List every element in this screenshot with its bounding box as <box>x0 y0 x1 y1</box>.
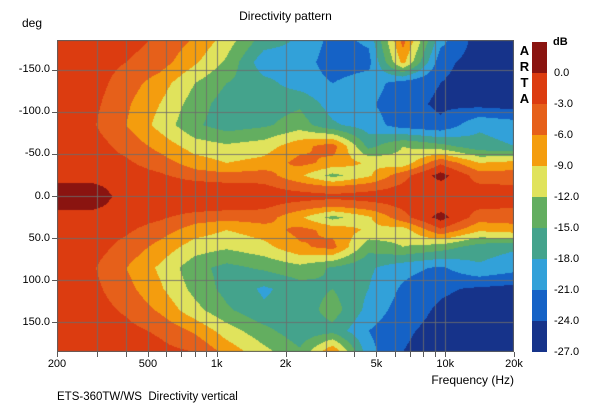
x-tick-mark <box>286 352 287 357</box>
colorbar-segment <box>532 290 547 321</box>
x-tick-mark <box>435 352 436 357</box>
x-tick-label: 1k <box>210 358 223 370</box>
colorbar-tick-label: -3.0 <box>554 97 573 110</box>
arta-logo-letter: A <box>519 43 530 58</box>
y-tick-mark <box>52 154 57 155</box>
y-tick-label: -150.0 <box>18 63 50 76</box>
y-tick-label: -50.0 <box>24 147 50 160</box>
colorbar-segment <box>532 321 547 352</box>
colorbar-tick-label: -12.0 <box>554 190 580 203</box>
x-tick-mark <box>376 352 377 357</box>
y-tick-mark <box>52 322 57 323</box>
y-tick-label: -100.0 <box>18 105 50 118</box>
colorbar-segment <box>532 259 547 290</box>
y-tick-mark <box>52 280 57 281</box>
colorbar-tick-label: -6.0 <box>554 128 573 141</box>
x-tick-mark <box>326 352 327 357</box>
x-tick-mark <box>410 352 411 357</box>
colorbar-tick-label: -24.0 <box>554 314 580 327</box>
colorbar-tick-label: -27.0 <box>554 345 580 358</box>
y-tick-mark <box>52 238 57 239</box>
y-tick-label: 0.0 <box>34 189 50 202</box>
x-tick-label: 2k <box>279 358 292 370</box>
y-tick-mark <box>52 70 57 71</box>
y-tick-mark <box>52 112 57 113</box>
x-tick-mark <box>148 352 149 357</box>
x-tick-mark <box>354 352 355 357</box>
x-tick-label: 200 <box>47 358 67 370</box>
colorbar-tick-label: -15.0 <box>554 221 580 234</box>
y-axis-unit-label: deg <box>22 16 43 30</box>
arta-logo-letter: T <box>520 75 529 90</box>
x-tick-mark <box>206 352 207 357</box>
directivity-heatmap <box>57 40 514 352</box>
x-tick-mark <box>97 352 98 357</box>
colorbar-tick-label: -21.0 <box>554 283 580 296</box>
colorbar-segment <box>532 166 547 197</box>
colorbar-segment <box>532 104 547 135</box>
colorbar-tick-label: -18.0 <box>554 252 580 265</box>
y-tick-label: 150.0 <box>22 315 50 328</box>
x-tick-mark <box>181 352 182 357</box>
x-tick-mark <box>514 352 515 357</box>
x-tick-mark <box>445 352 446 357</box>
x-tick-label: 5k <box>370 358 383 370</box>
x-axis-label: Frequency (Hz) <box>431 373 514 387</box>
x-tick-label: 500 <box>138 358 158 370</box>
heatmap-canvas <box>57 40 514 352</box>
colorbar-segment <box>532 197 547 228</box>
arta-logo-letter: A <box>519 91 530 106</box>
colorbar-segment <box>532 42 547 73</box>
colorbar-tick-label: 0.0 <box>554 66 570 79</box>
colorbar-unit-label: dB <box>553 36 568 48</box>
arta-logo-letter: R <box>519 59 530 74</box>
chart-title: Directivity pattern <box>239 9 332 23</box>
x-tick-mark <box>423 352 424 357</box>
x-tick-mark <box>395 352 396 357</box>
x-tick-label: 20k <box>505 358 523 370</box>
x-tick-mark <box>217 352 218 357</box>
colorbar-tick-label: -9.0 <box>554 159 573 172</box>
x-tick-label: 10k <box>436 358 455 370</box>
colorbar-segment <box>532 228 547 259</box>
y-tick-label: 50.0 <box>28 231 50 244</box>
x-tick-mark <box>166 352 167 357</box>
x-tick-mark <box>57 352 58 357</box>
x-tick-mark <box>126 352 127 357</box>
y-tick-label: 100.0 <box>22 273 50 286</box>
measurement-caption: ETS-360TW/WS Directivity vertical <box>57 391 238 403</box>
colorbar-segment <box>532 73 547 104</box>
x-tick-mark <box>195 352 196 357</box>
colorbar <box>532 42 547 352</box>
colorbar-segment <box>532 135 547 166</box>
y-tick-mark <box>52 196 57 197</box>
